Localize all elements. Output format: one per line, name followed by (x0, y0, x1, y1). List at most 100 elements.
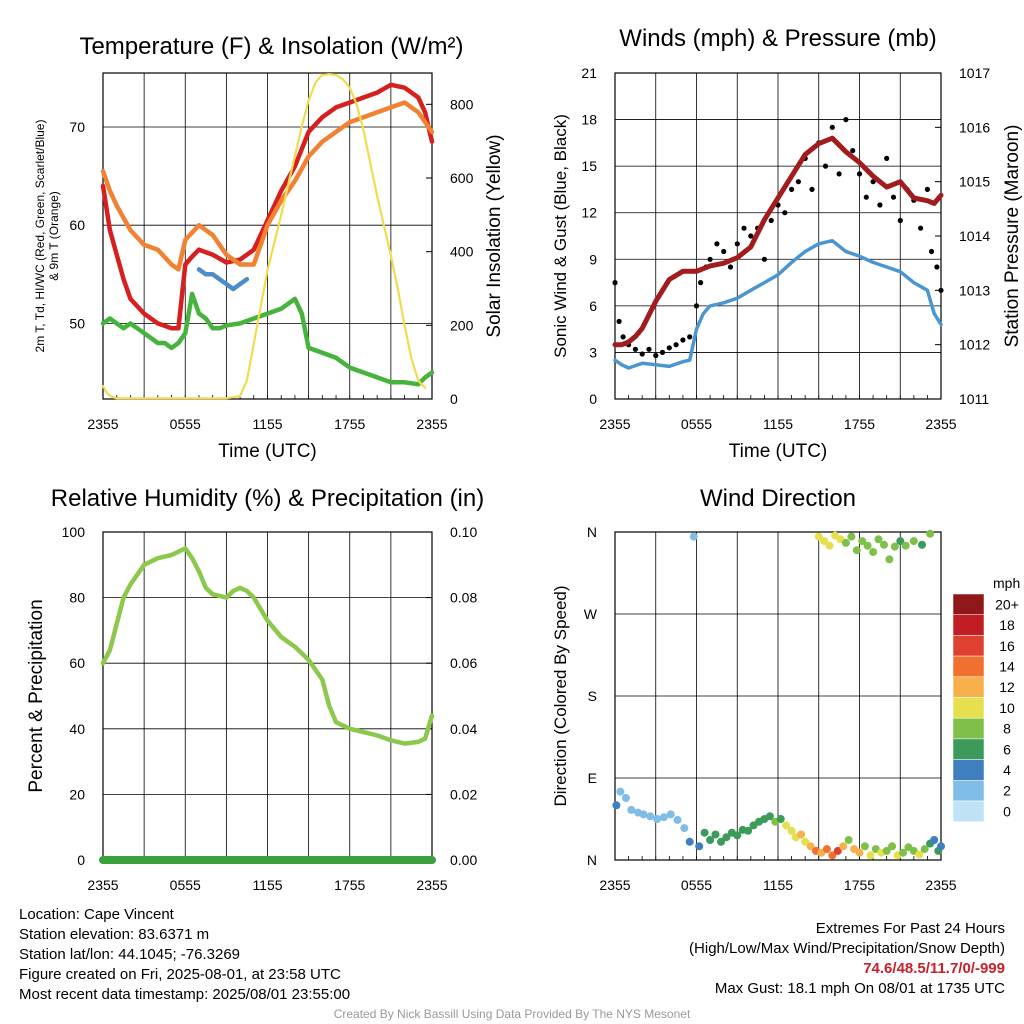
legend-swatch (952, 614, 985, 636)
legend-swatch (952, 800, 985, 822)
legend-swatch (952, 655, 985, 678)
legend-swatch (952, 697, 985, 719)
gust-point (863, 194, 869, 200)
gust-point (693, 303, 700, 309)
gust-point (836, 171, 842, 177)
gust-point (843, 117, 849, 123)
y-tick-label-right: 0.00 (450, 852, 477, 868)
direction-point (915, 850, 924, 859)
x-tick-label: 0555 (170, 877, 201, 893)
y-tick-label-right: 800 (450, 96, 474, 112)
gust-point (918, 225, 924, 231)
panel-title: Wind Direction (700, 485, 856, 512)
direction-point (639, 810, 648, 819)
gust-point (884, 155, 890, 161)
direction-point (616, 787, 625, 796)
gust-point (924, 186, 931, 192)
x-tick-label: 2355 (87, 416, 118, 432)
x-tick-label: 2355 (416, 877, 447, 893)
y-axis-label-line: 2m T, Td, HI/WC (Red, Green, Scarlet/Blu… (33, 120, 47, 353)
y-tick-label-right: 0.08 (450, 590, 477, 606)
direction-point (653, 815, 662, 823)
direction-point (858, 537, 867, 546)
y-tick-label-left: 60 (69, 217, 85, 233)
max-gust: Max Gust: 18.1 mph On 08/01 at 1735 UTC (714, 980, 1005, 997)
panel-title: Relative Humidity (%) & Precipitation (i… (51, 485, 484, 512)
y-tick-label-right: 1014 (959, 228, 990, 244)
gust-point (890, 194, 897, 200)
legend-label: 0 (1003, 803, 1011, 819)
x-axis-label: Time (UTC) (729, 441, 828, 462)
y-axis-label-left: Percent & Precipitation (26, 599, 47, 792)
y-tick-label-right: 200 (450, 317, 474, 333)
gust-point (666, 345, 672, 351)
gust-point (727, 264, 734, 270)
y-tick-label-left: N (587, 852, 597, 868)
gust-point (653, 352, 659, 359)
direction-point (822, 845, 831, 854)
x-tick-label: 1755 (334, 416, 365, 432)
station-info: Location: Cape Vincent Station elevation… (19, 905, 350, 1005)
y-tick-label-right: 1015 (959, 174, 990, 190)
x-tick-label: 1155 (763, 416, 793, 432)
station-latlon: Station lat/lon: 44.1045; -76.3269 (19, 946, 241, 963)
x-tick-label: 0555 (681, 416, 712, 432)
gust-point (822, 163, 829, 169)
direction-point (869, 548, 878, 556)
panel-2: Winds (mph) & Pressure (mb) 2355 0555 1155 1… (551, 25, 1023, 462)
y-axis-label-right: Station Pressure (Maroon) (1002, 125, 1023, 348)
gust-point (877, 202, 883, 208)
y-tick-label-left: 3 (589, 344, 597, 360)
direction-point (901, 541, 910, 550)
direction-point (866, 851, 875, 860)
y-tick-label-left: 20 (69, 786, 85, 802)
legend-swatch (952, 759, 985, 781)
gust-point (639, 351, 645, 357)
y-axis-label-line: & 9m T (Orange) (47, 191, 61, 281)
gust-point (673, 342, 679, 348)
series-line-1 (100, 546, 435, 746)
x-tick-label: 2355 (599, 877, 630, 893)
y-tick-label-left: S (588, 688, 597, 704)
direction-point (888, 842, 897, 851)
gust-point (612, 280, 618, 286)
direction-point (874, 535, 883, 544)
gust-point (829, 124, 835, 130)
direction-point (744, 826, 753, 835)
series-line-3 (612, 135, 944, 348)
y-tick-label-right: 0.10 (450, 524, 477, 540)
x-tick-label: 1755 (334, 877, 365, 893)
x-tick-label: 1155 (252, 416, 282, 432)
legend-unit: mph (993, 575, 1020, 591)
direction-point (621, 794, 630, 802)
gust-point (646, 346, 652, 352)
x-tick-label: 1755 (844, 416, 875, 432)
legend-label: 18 (999, 617, 1015, 633)
direction-point (765, 812, 774, 821)
x-tick-label: 2355 (925, 416, 956, 432)
gust-point (616, 318, 622, 324)
direction-point (839, 842, 848, 851)
legend-label: 12 (999, 679, 1015, 695)
direction-point (852, 546, 861, 555)
gust-point (632, 346, 639, 352)
x-tick-label: 2355 (925, 877, 956, 893)
legend-label: 8 (1003, 721, 1011, 737)
legend-swatch (952, 635, 985, 657)
gust-point (768, 217, 774, 224)
direction-point (685, 837, 694, 846)
legend-label: 16 (999, 638, 1015, 654)
y-tick-label-left: 0 (77, 852, 85, 868)
y-tick-label-left: 0 (589, 391, 597, 407)
y-tick-label-left: 50 (69, 315, 85, 331)
y-axis-label-right: Solar Insolation (Yellow) (484, 134, 505, 337)
extremes-legend: (High/Low/Max Wind/Precipitation/Snow De… (689, 940, 1005, 957)
gust-point (620, 334, 626, 340)
speed-legend: mph 20+ 18 16 14 12 10 8 6 4 2 0 (952, 575, 1020, 822)
direction-point (627, 805, 636, 814)
y-tick-label-left: 21 (581, 65, 597, 81)
y-tick-label-right: 0.04 (450, 721, 477, 737)
y-tick-label-left: W (584, 606, 598, 622)
x-tick-label: 1155 (763, 877, 793, 893)
